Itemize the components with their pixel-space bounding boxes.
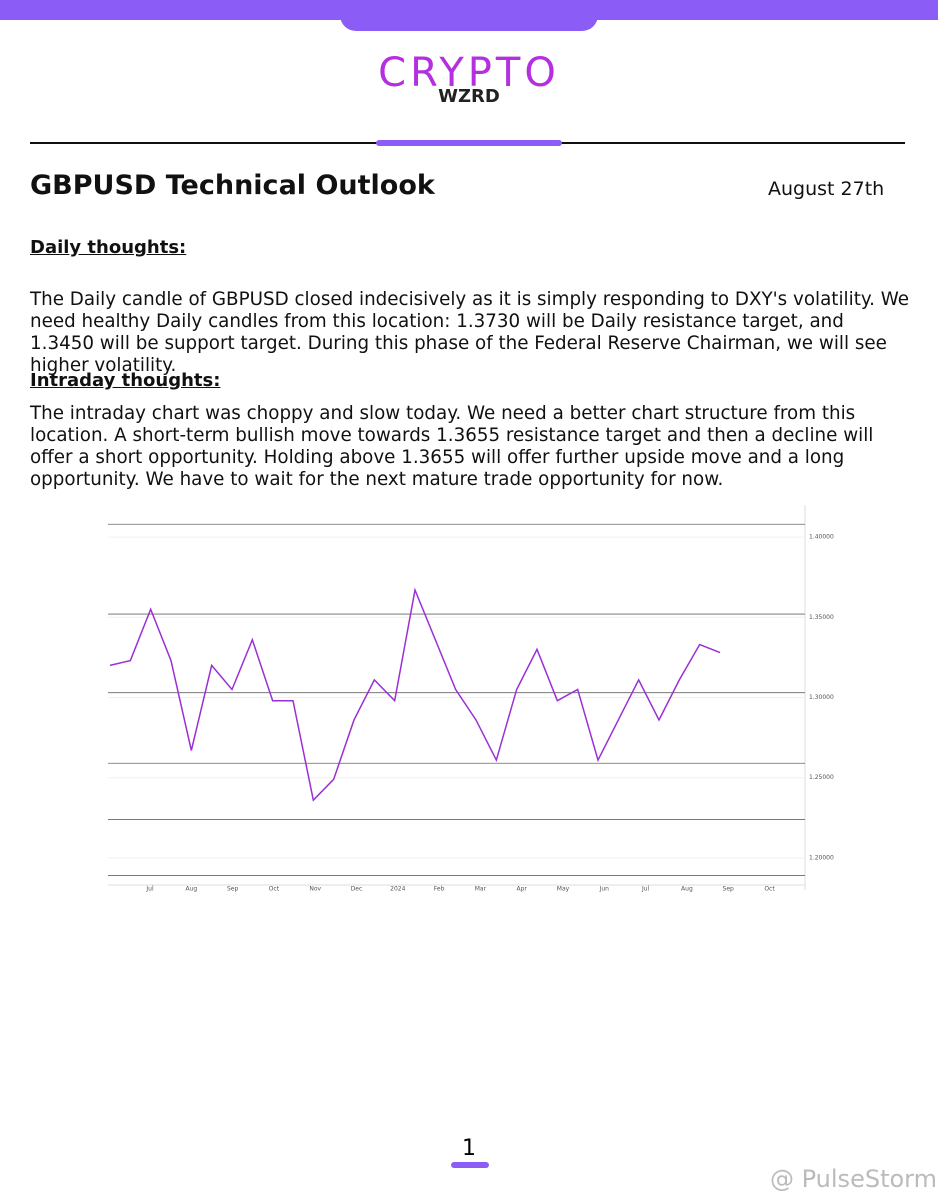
x-tick-label: 2024 xyxy=(390,886,405,893)
x-tick-label: Apr xyxy=(517,886,528,893)
paragraph: The Daily candle of GBPUSD closed indeci… xyxy=(30,289,909,376)
section-heading: Intraday thoughts: xyxy=(30,370,221,391)
page-bar xyxy=(451,1162,489,1168)
x-tick-label: Nov xyxy=(309,886,321,893)
section-heading: Daily thoughts: xyxy=(30,237,187,258)
x-tick-label: Jul xyxy=(145,886,154,893)
x-tick-label: Aug xyxy=(681,886,693,893)
date: August 27th xyxy=(768,178,885,200)
watermark: @ PulseStorm xyxy=(770,1165,937,1193)
x-tick-label: May xyxy=(557,886,570,893)
price-line xyxy=(109,587,721,802)
y-tick-label: 1.30000 xyxy=(809,694,834,701)
y-tick-label: 1.35000 xyxy=(809,614,834,621)
x-tick-label: Jul xyxy=(641,886,650,893)
paragraph: The intraday chart was choppy and slow t… xyxy=(30,403,874,490)
x-tick-label: Feb xyxy=(434,886,445,893)
x-tick-label: Dec xyxy=(351,886,363,893)
x-tick-label: Oct xyxy=(764,886,775,893)
logo-subtext: WZRD xyxy=(438,86,500,107)
logo-text: CRYPTO xyxy=(378,50,560,96)
y-tick-label: 1.20000 xyxy=(809,854,834,861)
y-tick-label: 1.25000 xyxy=(809,774,834,781)
page-number: 1 xyxy=(462,1136,476,1161)
x-tick-label: Sep xyxy=(723,886,735,893)
x-tick-label: Oct xyxy=(269,886,280,893)
top-tab xyxy=(340,0,598,31)
x-tick-label: Sep xyxy=(227,886,239,893)
y-tick-label: 1.40000 xyxy=(809,534,834,541)
x-tick-label: Jun xyxy=(599,886,610,893)
chart: 1.20000 1.25000 1.30000 1.35000 1.40000 Jul Au… xyxy=(108,505,834,893)
title: GBPUSD Technical Outlook xyxy=(30,170,435,201)
x-tick-label: Aug xyxy=(185,886,197,893)
divider-accent xyxy=(376,140,562,146)
x-tick-label: Mar xyxy=(475,886,487,893)
